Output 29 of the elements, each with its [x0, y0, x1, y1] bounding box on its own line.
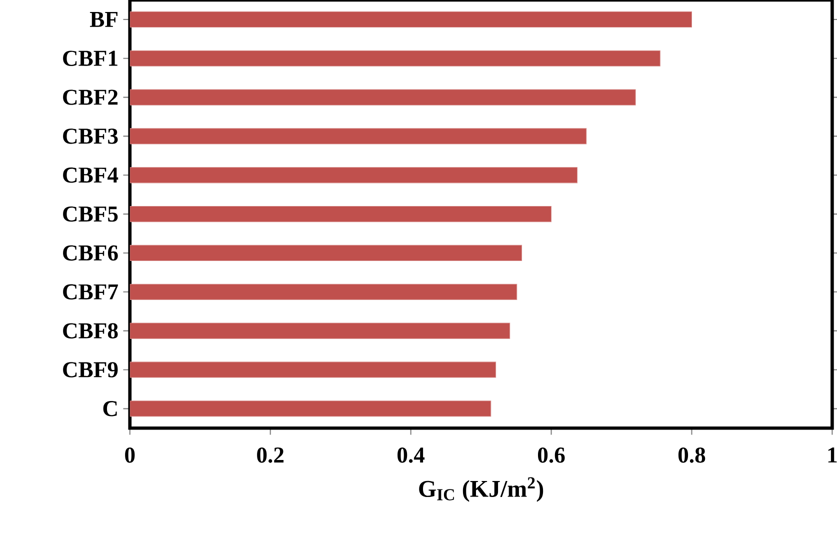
bar: [130, 128, 587, 144]
x-tick-label: 0.2: [257, 448, 284, 464]
bar: [130, 362, 496, 378]
y-tick-label: CBF8: [63, 323, 118, 339]
y-tick-label: CBF3: [63, 128, 118, 144]
bar: [130, 89, 636, 106]
x-tick-label: 0: [125, 448, 135, 463]
y-tick-label: CBF9: [63, 362, 118, 378]
y-tick-label: CBF6: [63, 246, 118, 261]
y-tick-label: CBF7: [63, 284, 118, 300]
y-tick-label: CBF2: [63, 90, 118, 106]
y-tick-label: CBF1: [63, 50, 118, 66]
y-tick-label: C: [103, 401, 117, 416]
y-tick-label: BF: [90, 12, 118, 28]
x-tick-label: 0.6: [538, 448, 565, 464]
x-tick-label: 0.4: [398, 448, 425, 464]
x-axis-title: G$_{IC}$ (KJ/m$^{2}$): [419, 478, 544, 502]
bar: [130, 284, 518, 300]
x-tick-label: 1: [828, 448, 837, 463]
bar: [130, 322, 510, 340]
bar: [130, 245, 522, 262]
bar: [130, 50, 660, 67]
y-tick-label: CBF4: [63, 168, 118, 183]
y-tick-label: CBF5: [63, 206, 118, 222]
x-tick-label: 0.8: [678, 448, 706, 464]
bar: [130, 167, 578, 184]
bar: [130, 206, 552, 222]
bar: [130, 12, 692, 28]
bar: [130, 400, 492, 417]
